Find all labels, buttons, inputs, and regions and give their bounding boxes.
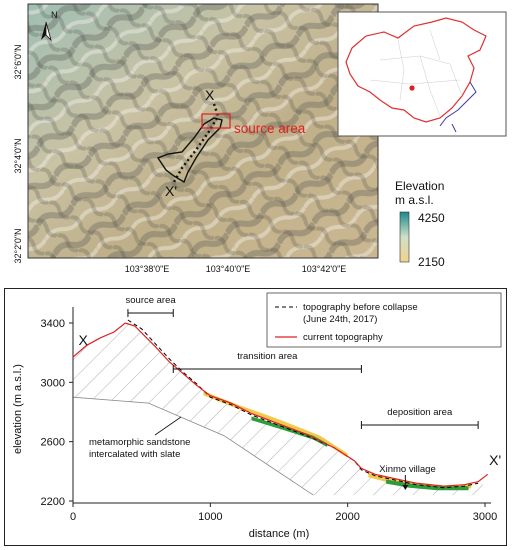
north-arrow-icon bbox=[41, 21, 52, 42]
elevation-legend: Elevation m a.s.l. 4250 2150 bbox=[395, 179, 445, 269]
x-tick-label: 1000 bbox=[198, 511, 222, 523]
source-area-box bbox=[201, 113, 231, 129]
legend-max: 4250 bbox=[418, 211, 445, 225]
x-tick-label: 2000 bbox=[335, 511, 359, 523]
source-area-label: source area bbox=[234, 121, 306, 136]
source-area-label: source area bbox=[126, 295, 177, 306]
legend-before-line1: topography before collapse bbox=[303, 302, 418, 313]
inset-coastline bbox=[439, 81, 477, 133]
hillshade-terrain bbox=[27, 3, 379, 259]
lat-label-3: 32°2'0"N bbox=[13, 228, 23, 263]
map-point-x-label: X bbox=[205, 87, 215, 103]
village-arrow-head bbox=[402, 485, 409, 490]
y-tick-label: 3000 bbox=[41, 377, 65, 389]
map-point-xprime-label: X' bbox=[165, 183, 177, 199]
x-tick-label: 0 bbox=[70, 511, 76, 523]
lat-label-2: 32°4'0"N bbox=[13, 138, 23, 173]
inset-location-marker bbox=[409, 85, 415, 91]
landslide-outline bbox=[156, 117, 223, 184]
rock-label-line2: intercalated with slate bbox=[89, 449, 180, 460]
profile-legend-box bbox=[266, 292, 502, 348]
village-label: Xinmo village bbox=[379, 464, 436, 475]
y-axis-label: elevation (m a.s.l.) bbox=[12, 364, 24, 454]
legend-title-line1: Elevation bbox=[395, 179, 444, 193]
profile-chart: 3400 3000 2600 2200 0 1000 2000 3000 distance (m… bbox=[12, 292, 502, 540]
legend-title-line2: m a.s.l. bbox=[395, 193, 434, 207]
rock-label-line1: metamorphic sandstone bbox=[89, 437, 190, 448]
profile-panel: 3400 3000 2600 2200 0 1000 2000 3000 distance (m… bbox=[4, 288, 507, 546]
series-current-topography bbox=[72, 322, 489, 487]
y-tick-label: 3400 bbox=[41, 318, 65, 330]
map-panel: N X X' source area 32°6'0"N 32°4'0"N 32°… bbox=[13, 3, 507, 274]
bedrock-boundary bbox=[72, 396, 314, 496]
inset-province-lines bbox=[369, 29, 463, 117]
rock-label-pointer bbox=[154, 416, 182, 436]
transition-area-label: transition area bbox=[237, 351, 298, 362]
bedrock-hatch bbox=[73, 323, 488, 496]
map-svg: N X X' source area 32°6'0"N 32°4'0"N 32°… bbox=[13, 3, 507, 274]
elevation-colorbar bbox=[399, 211, 410, 263]
lon-label-2: 103°40'0"E bbox=[206, 264, 251, 274]
series-before-collapse bbox=[127, 319, 479, 489]
profile-point-x-label: X bbox=[78, 332, 88, 348]
lon-label-1: 103°38'0"E bbox=[125, 264, 170, 274]
north-label: N bbox=[51, 10, 58, 20]
y-tick-label: 2600 bbox=[41, 437, 65, 449]
x-tick-label: 3000 bbox=[473, 511, 497, 523]
profile-point-xprime-label: X' bbox=[489, 452, 501, 468]
lon-label-3: 103°42'0"E bbox=[302, 264, 347, 274]
deposition-area-label: deposition area bbox=[387, 407, 453, 418]
lat-label-1: 32°6'0"N bbox=[13, 44, 23, 79]
y-tick-label: 2200 bbox=[41, 496, 65, 508]
inset-map bbox=[337, 11, 507, 137]
deposit-green-slope bbox=[251, 416, 328, 447]
legend-current: current topography bbox=[303, 332, 383, 343]
x-axis-label: distance (m) bbox=[249, 528, 310, 540]
legend-min: 2150 bbox=[418, 255, 445, 269]
legend-before-line2: (June 24th, 2017) bbox=[303, 314, 377, 325]
